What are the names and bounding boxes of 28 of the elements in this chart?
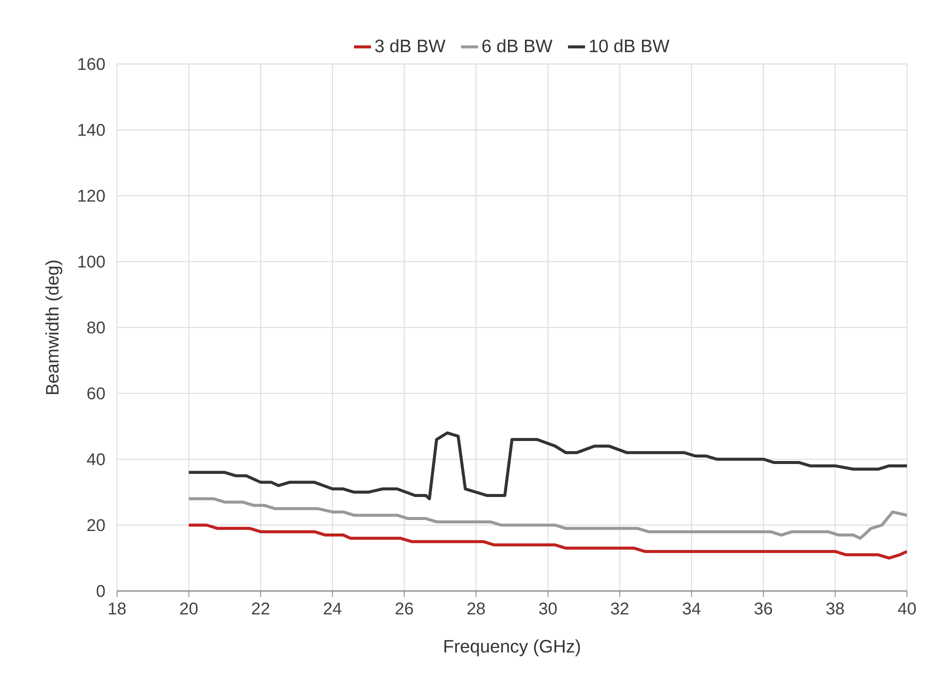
y-tick-label: 140 bbox=[78, 124, 105, 136]
x-tick-label: 28 bbox=[468, 602, 485, 615]
y-tick-label: 0 bbox=[96, 584, 105, 598]
y-tick-label: 120 bbox=[78, 190, 105, 202]
x-tick-label: 24 bbox=[324, 602, 342, 614]
y-tick-label: 60 bbox=[87, 387, 105, 400]
x-tick-label: 22 bbox=[252, 602, 270, 614]
x-tick-label: 26 bbox=[396, 602, 413, 615]
x-axis-title: Frequency (GHz) bbox=[444, 639, 580, 656]
legend-label: 10 dB BW bbox=[590, 39, 670, 52]
y-tick-label: 80 bbox=[87, 321, 105, 334]
x-tick-label: 40 bbox=[898, 602, 916, 615]
line-series bbox=[187, 524, 908, 560]
x-tick-label: 32 bbox=[610, 602, 628, 615]
y-axis-title: Beamwidth (deg) bbox=[45, 260, 62, 394]
legend-label: 3 dB BW bbox=[375, 39, 446, 52]
y-tick-label: 100 bbox=[78, 256, 105, 268]
legend-label: 6 dB BW bbox=[482, 39, 552, 52]
x-tick-label: 36 bbox=[754, 602, 772, 615]
line-series bbox=[187, 497, 908, 540]
x-tick-label: 34 bbox=[682, 602, 701, 615]
y-tick-label: 160 bbox=[78, 58, 105, 70]
y-tick-label: 20 bbox=[87, 519, 105, 532]
x-tick-label: 20 bbox=[180, 602, 198, 615]
y-tick-label: 40 bbox=[86, 453, 105, 466]
x-tick-label: 18 bbox=[108, 602, 126, 615]
x-tick-label: 38 bbox=[826, 602, 844, 615]
x-tick-label: 30 bbox=[539, 602, 557, 615]
